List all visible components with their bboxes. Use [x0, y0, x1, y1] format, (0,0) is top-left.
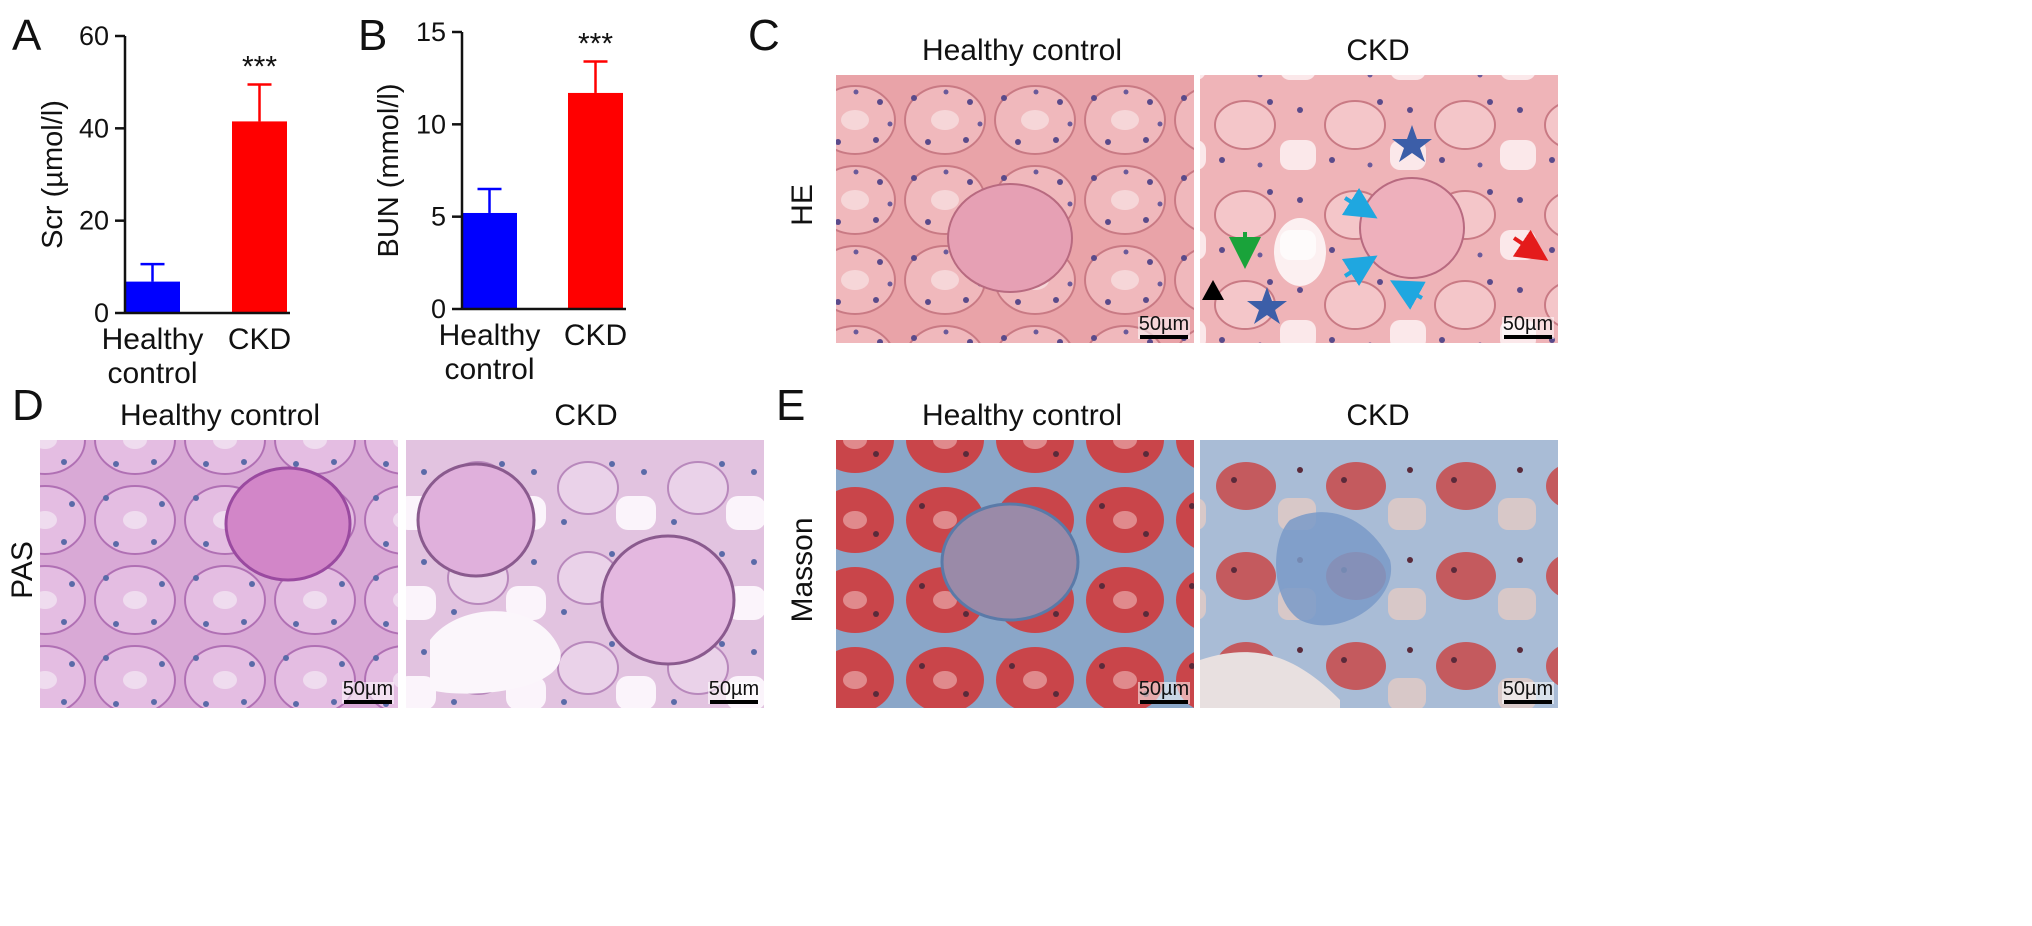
y-axis-label-a: Scr (µmol/l) [37, 100, 69, 249]
y-tick-label: 20 [79, 206, 109, 236]
panel-e-row-label: Masson [786, 517, 819, 622]
scale-label: 50µm [1503, 678, 1553, 700]
category-label: control [444, 353, 534, 386]
empty-space [1200, 652, 1340, 708]
category-label: CKD [228, 323, 291, 356]
star-marker [1392, 125, 1432, 162]
y-tick-label: 5 [431, 202, 446, 232]
bar-b-2 [568, 92, 623, 309]
masson-healthy-image [836, 440, 1194, 708]
panel-c-title-ckd: CKD [1346, 34, 1409, 67]
significance-label: *** [242, 50, 277, 83]
panel-letter-c: C [748, 11, 780, 60]
y-tick-label: 10 [416, 109, 446, 139]
category-label: control [107, 357, 197, 390]
y-tick-label: 0 [431, 294, 446, 324]
panel-e-title-ckd: CKD [1346, 399, 1409, 432]
scale-label: 50µm [1503, 313, 1553, 335]
scale-label: 50µm [1139, 678, 1189, 700]
y-tick-label: 60 [79, 21, 109, 51]
glomerulus [940, 502, 1080, 622]
panel-c-title-healthy: Healthy control [922, 34, 1122, 67]
pas-ckd-image [406, 440, 764, 708]
glomerulus [1359, 177, 1465, 279]
fibrosis-region [1276, 512, 1392, 626]
glomerulus [600, 534, 736, 666]
panel-letter-d: D [12, 381, 44, 430]
y-tick-label: 15 [416, 17, 446, 47]
scale-label: 50µm [709, 678, 759, 700]
category-label: Healthy [102, 323, 204, 356]
panel-d-title-ckd: CKD [554, 399, 617, 432]
red-arrow [1512, 229, 1549, 261]
bar-a-2 [232, 121, 287, 314]
pas-healthy-image [40, 440, 398, 708]
dilated-lumen [1274, 218, 1326, 286]
category-label: CKD [564, 319, 627, 352]
bar-a-1 [125, 281, 180, 313]
significance-label: *** [578, 28, 613, 61]
cyan-arrow [1341, 255, 1378, 287]
cyan-arrow [1341, 187, 1378, 219]
panel-letter-a: A [12, 11, 42, 60]
panel-letter-e: E [776, 381, 805, 430]
scale-label: 50µm [343, 678, 393, 700]
category-label: Healthy [439, 319, 541, 352]
cyan-arrow [1390, 280, 1426, 310]
y-tick-label: 0 [94, 298, 109, 328]
bar-b-1 [462, 212, 517, 309]
masson-ckd-image [1200, 440, 1558, 708]
y-axis-label-b: BUN (mmol/l) [373, 84, 405, 258]
he-ckd-image [1200, 75, 1558, 343]
y-tick-label: 40 [79, 113, 109, 143]
panel-e-title-healthy: Healthy control [922, 399, 1122, 432]
star-marker [1247, 287, 1287, 324]
scale-label: 50µm [1139, 313, 1189, 335]
dilated-lumen [430, 611, 561, 694]
black-arrowhead-marker [1202, 280, 1224, 300]
glomerulus [947, 183, 1073, 293]
glomerulus [416, 462, 536, 578]
panel-d-row-label: PAS [6, 541, 39, 599]
glomerulus [224, 466, 352, 582]
panel-c-row-label: HE [786, 184, 819, 226]
panel-letter-b: B [358, 11, 387, 60]
panel-d-title-healthy: Healthy control [120, 399, 320, 432]
he-healthy-image [836, 75, 1194, 343]
